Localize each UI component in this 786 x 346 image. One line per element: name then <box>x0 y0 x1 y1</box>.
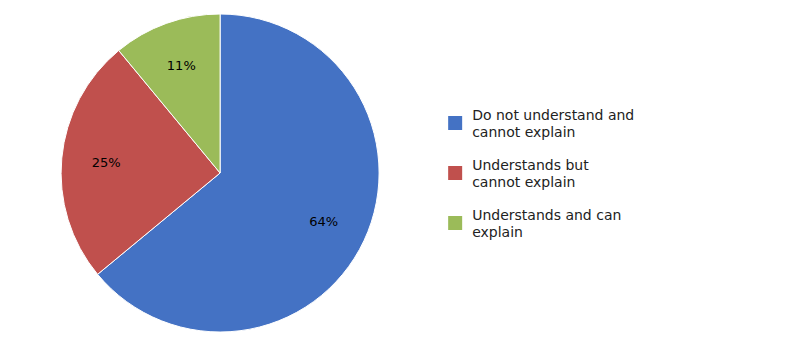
chart: 64%25%11%Do not understand andcannot exp… <box>0 0 786 346</box>
legend-label: Understands butcannot explain <box>472 157 589 190</box>
legend-swatch <box>448 216 462 230</box>
pie <box>61 14 379 332</box>
legend-item: Understands and canexplain <box>448 207 621 240</box>
legend-label-line: Do not understand and <box>472 107 634 123</box>
legend-label-line: cannot explain <box>472 124 575 140</box>
pie-slice <box>119 14 220 173</box>
legend-label-line: cannot explain <box>472 174 575 190</box>
data-label: 11% <box>167 58 196 73</box>
legend-label: Do not understand andcannot explain <box>472 107 634 140</box>
data-label: 64% <box>309 214 338 229</box>
legend-swatch <box>448 166 462 180</box>
legend-item: Understands butcannot explain <box>448 157 589 190</box>
legend-label: Understands and canexplain <box>472 207 621 240</box>
legend-swatch <box>448 116 462 130</box>
legend-item: Do not understand andcannot explain <box>448 107 634 140</box>
legend-label-line: Understands and can <box>472 207 621 223</box>
legend: Do not understand andcannot explainUnder… <box>448 107 634 240</box>
legend-label-line: Understands but <box>472 157 589 173</box>
legend-label-line: explain <box>472 224 523 240</box>
data-label: 25% <box>92 155 121 170</box>
data-labels: 64% 25% 11% <box>92 58 338 229</box>
